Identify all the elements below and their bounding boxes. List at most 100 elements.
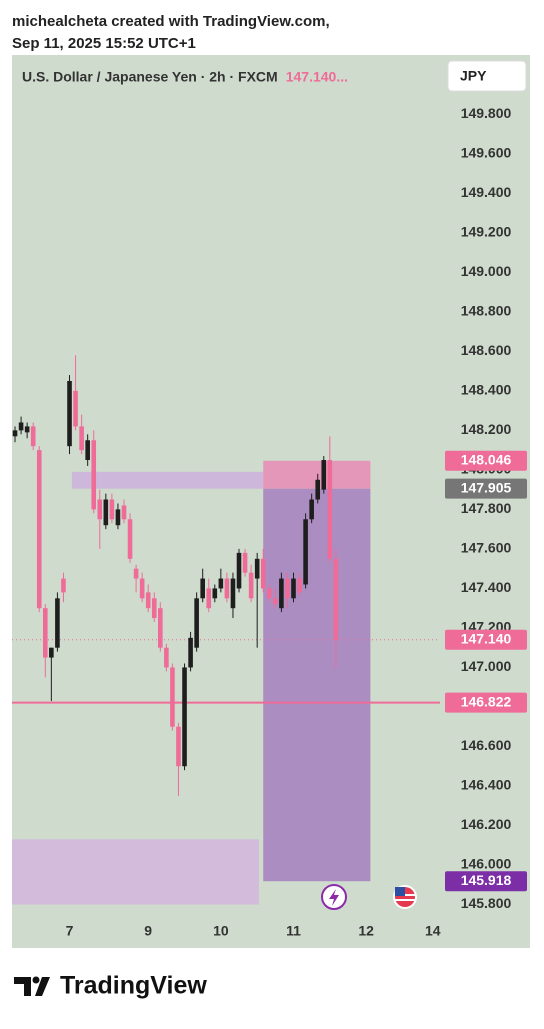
candle-body [164,647,169,668]
candle-body [158,608,163,648]
currency[interactable]: JPY [460,68,487,84]
y-tick-label: 146.200 [461,816,512,832]
candle-body [18,422,24,431]
timestamp: Sep 11, 2025 15:52 UTC+1 [12,35,196,52]
candle-body [61,578,66,593]
y-tick-label: 149.600 [461,144,512,160]
price-label: 147.140 [461,630,512,646]
y-tick-label: 147.800 [461,500,512,516]
candle-body [248,572,254,599]
y-tick-label: 148.400 [461,382,512,398]
candle-body [30,426,36,447]
candle-body [182,667,187,767]
x-tick-label: 12 [358,923,374,939]
y-tick-label: 148.200 [461,421,512,437]
candle-body [42,608,48,658]
price-label: 146.822 [461,693,512,709]
x-tick-label: 7 [66,923,74,939]
price-label-bg [445,871,527,892]
candle-body [260,558,266,589]
x-tick-label: 9 [144,923,152,939]
price-label-bg [445,450,527,471]
candle-body [333,558,339,640]
y-tick-label: 147.400 [461,579,512,595]
y-tick-label: 149.000 [461,263,512,279]
price-label: 145.918 [461,872,512,888]
y-tick-label: 146.400 [461,777,512,793]
candle-body [73,390,78,427]
x-tick-label: 10 [213,923,229,939]
candle-body [273,598,278,605]
candle-body [303,519,308,585]
x-tick-label: 14 [425,923,441,939]
candle-body [176,726,181,767]
y-tick-label: 149.200 [461,224,512,240]
brand: TradingView [60,972,207,1000]
y-tick-label: 147.000 [461,658,512,674]
y-tick-label: 146.600 [461,737,512,753]
alert-icon[interactable] [321,884,347,910]
candle-body [115,509,121,526]
candle-body [309,499,314,520]
candle-body [212,588,218,599]
candle-body [266,588,272,599]
candle-body [24,426,30,433]
candle-body [151,598,157,619]
zone [12,839,259,905]
candle-body [242,552,248,573]
brand-logo [14,976,50,996]
candle-body [145,592,151,609]
candle-body [85,440,90,461]
candle-body [291,578,296,599]
candle-body [224,578,230,599]
zone [71,471,264,489]
candle-body [36,450,42,609]
candle-body [49,647,54,658]
candle-body [194,598,199,648]
y-tick-label: 146.000 [461,856,512,872]
price-label: 147.905 [461,479,512,495]
candle-body [67,380,72,447]
candle-body [254,558,260,579]
y-tick-label: 148.800 [461,303,512,319]
candle-body [200,578,205,599]
candle-body [121,505,127,520]
candle-body [321,460,327,490]
candle-body [133,568,139,579]
candle-body [139,578,145,599]
last-price: 147.140... [286,69,348,85]
currency-button[interactable] [447,60,527,92]
y-tick-label: 149.800 [461,105,512,121]
candle-body [12,430,18,437]
candle-body [206,588,212,609]
chart-title: U.S. Dollar / Japanese Yen · 2h · FXCM [22,69,278,85]
candle-body [236,552,242,589]
candle-body [297,578,302,593]
x-tick-label: 11 [286,923,301,939]
candle-body [79,426,84,451]
candle-body [127,519,133,559]
credit: michealcheta created with TradingView.co… [12,13,330,30]
price-label-bg [445,692,527,713]
price-label-bg [445,629,527,650]
candle-body [103,499,109,526]
candle-body [55,598,60,648]
zone [263,488,371,882]
y-tick-label: 148.600 [461,342,512,358]
candle-body [230,578,236,609]
candle-body [218,578,224,589]
candle-body [279,578,284,609]
price-label-bg [445,478,527,499]
candle-body [315,479,321,500]
candle-body [327,460,333,559]
candle-body [109,499,115,520]
candle-body [91,440,97,510]
plot: 145.800 146.000 146.200 146.400 146.600 146.8… [12,105,527,939]
candle-body [285,578,290,599]
y-tick-label: 147.600 [461,540,512,556]
flag-icon[interactable] [393,885,417,909]
price-label: 148.046 [461,452,512,468]
y-tick-label: 149.400 [461,184,512,200]
